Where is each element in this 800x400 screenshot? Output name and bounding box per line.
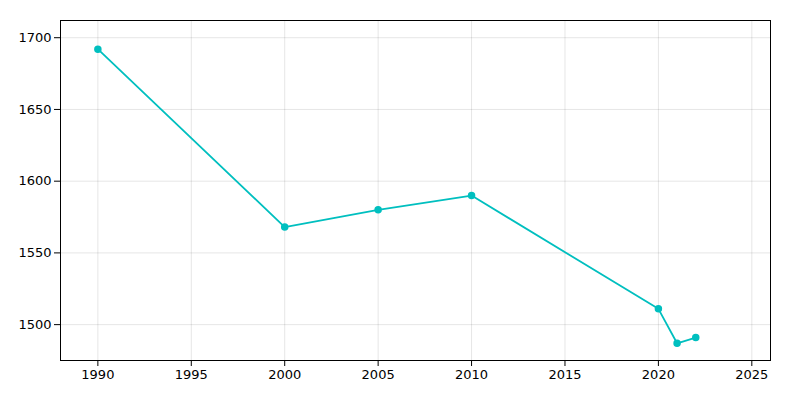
svg-text:1650: 1650 xyxy=(18,102,51,117)
svg-text:2010: 2010 xyxy=(455,367,488,382)
svg-text:2020: 2020 xyxy=(642,367,675,382)
svg-text:2000: 2000 xyxy=(268,367,301,382)
svg-text:1600: 1600 xyxy=(18,173,51,188)
svg-text:1500: 1500 xyxy=(18,317,51,332)
svg-text:2015: 2015 xyxy=(548,367,581,382)
svg-text:2005: 2005 xyxy=(362,367,395,382)
svg-text:1990: 1990 xyxy=(81,367,114,382)
svg-text:1700: 1700 xyxy=(18,30,51,45)
svg-text:1550: 1550 xyxy=(18,245,51,260)
svg-text:2025: 2025 xyxy=(735,367,768,382)
svg-text:1995: 1995 xyxy=(175,367,208,382)
